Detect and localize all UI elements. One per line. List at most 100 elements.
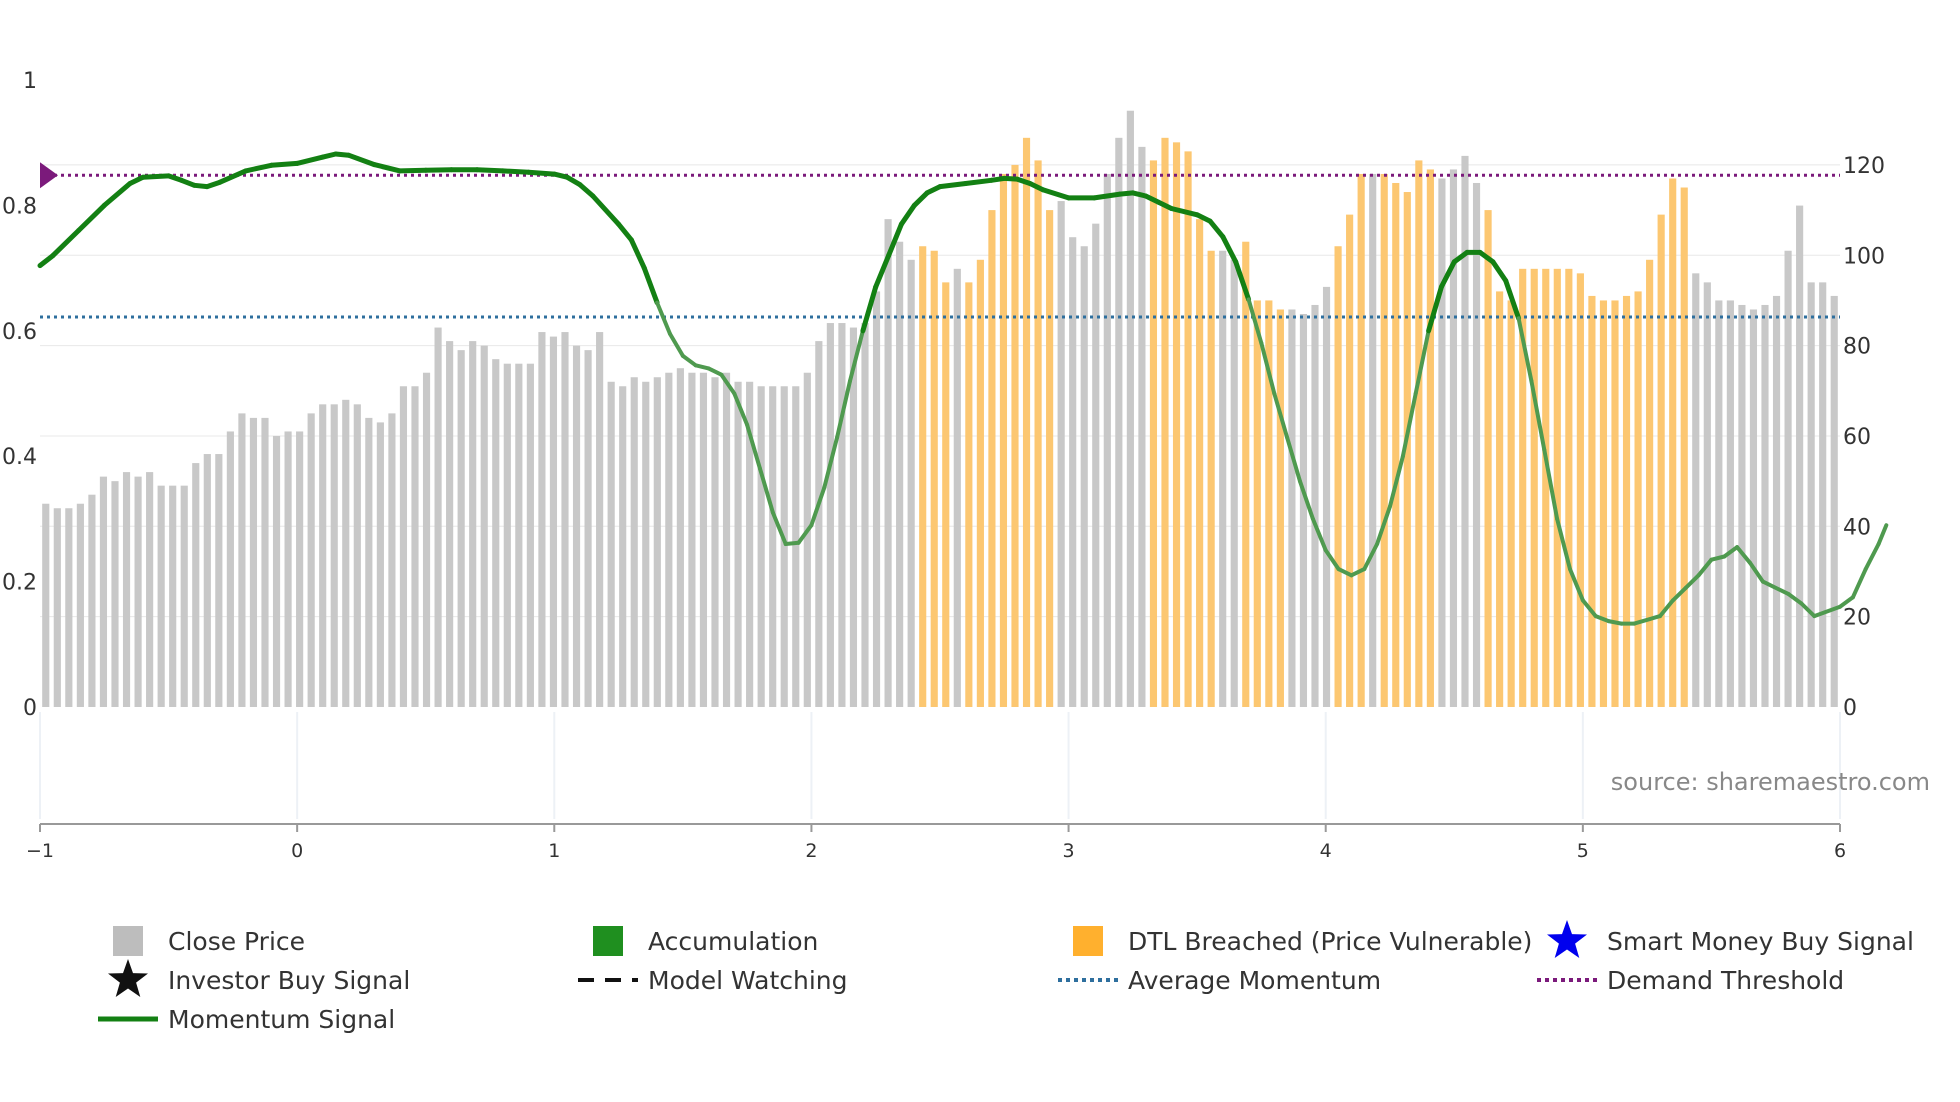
price-bar (1299, 314, 1308, 707)
legend-label: Close Price (168, 927, 305, 956)
price-bar (1692, 273, 1700, 707)
price-bar (1830, 295, 1838, 707)
momentum-segment (1709, 554, 1727, 562)
right-tick-label: 100 (1843, 244, 1885, 269)
reference-lines (40, 162, 1840, 319)
price-bar (526, 363, 534, 707)
dtl-breached-bar (1565, 268, 1573, 707)
dtl-breached-bar (1542, 268, 1550, 707)
momentum-segment (1542, 447, 1560, 521)
momentum-segment (1632, 614, 1662, 626)
momentum-segment (50, 228, 82, 259)
price-bar (111, 481, 119, 707)
momentum-segment (1091, 191, 1123, 201)
price-bar (169, 485, 177, 707)
momentum-segment (1850, 567, 1868, 600)
left-tick-label: 0 (23, 696, 37, 721)
momentum-segment (1529, 379, 1547, 452)
legend-item: Smart Money Buy Signal (1547, 920, 1914, 958)
dtl-breached-bar (999, 173, 1008, 707)
momentum-segment (1438, 259, 1457, 290)
dtl-breached-bar (919, 246, 927, 708)
momentum-segment (500, 168, 532, 175)
momentum-segment (217, 168, 249, 185)
price-bar (1784, 250, 1792, 707)
dtl-breached-bar (1022, 137, 1031, 707)
momentum-layer (37, 151, 1889, 626)
momentum-segment (1168, 206, 1200, 218)
dtl-breached-bar (1519, 268, 1527, 707)
dtl-breached-bar (1034, 160, 1042, 707)
price-bar (388, 413, 396, 707)
dtl-breached-bar (965, 282, 973, 707)
price-bar (1126, 110, 1134, 708)
dtl-breached-bar (1588, 295, 1596, 707)
price-bar (330, 404, 338, 707)
price-bar (1219, 250, 1227, 707)
momentum-segment (294, 154, 326, 166)
price-bar (1772, 295, 1781, 707)
price-bar (88, 494, 96, 707)
price-bar (422, 372, 431, 707)
momentum-segment (1233, 259, 1252, 302)
price-bar (469, 341, 477, 707)
dtl-breached-bar (1484, 210, 1492, 707)
dtl-breached-bar (942, 282, 950, 707)
momentum-segment (655, 300, 672, 336)
momentum-segment (1748, 560, 1765, 584)
threshold-marker (40, 162, 58, 189)
dtl-breached-bar (1172, 142, 1181, 708)
price-bar (503, 363, 511, 707)
price-bar (1738, 304, 1746, 707)
x-tick-label: 5 (1577, 840, 1589, 862)
legend-item: Momentum Signal (98, 1005, 395, 1034)
legend-label: Smart Money Buy Signal (1607, 927, 1914, 956)
momentum-segment (243, 162, 274, 174)
momentum-segment (423, 167, 454, 173)
momentum-segment (1593, 614, 1611, 624)
price-bar (653, 377, 661, 707)
price-bar (42, 503, 50, 707)
dtl-breached-bar (1530, 268, 1538, 707)
price-bar (596, 332, 604, 707)
momentum-segment (37, 253, 56, 269)
dtl-breached-bar (1357, 173, 1365, 707)
price-bar (619, 386, 627, 707)
momentum-segment (76, 202, 107, 233)
momentum-segment (1503, 278, 1522, 321)
price-bar (307, 413, 315, 707)
dtl-breached-bar (1669, 178, 1677, 708)
price-bar (1726, 300, 1734, 707)
price-bar (803, 372, 811, 707)
momentum-segment (397, 167, 429, 174)
dtl-breached-bar (1253, 300, 1261, 707)
momentum-segment (1349, 567, 1367, 578)
momentum-segment (474, 167, 506, 174)
price-bar (203, 454, 211, 707)
dtl-breached-bar (988, 210, 996, 707)
momentum-segment (371, 162, 403, 174)
price-bar (769, 386, 777, 707)
momentum-segment (719, 372, 737, 396)
price-bar (572, 345, 581, 707)
price-bar (480, 345, 488, 707)
accumulation-swatch (593, 926, 623, 956)
dtl-breached-bar (930, 250, 938, 707)
price-bar (665, 372, 673, 707)
x-tick-label: 3 (1063, 840, 1075, 862)
right-tick-label: 40 (1843, 515, 1871, 540)
x-tick-label: 1 (548, 840, 560, 862)
price-bar (792, 386, 800, 707)
dtl-breached-bar (1403, 192, 1411, 707)
dtl-breached-bar (1657, 214, 1665, 707)
momentum-segment (1413, 328, 1431, 396)
momentum-segment (1658, 598, 1675, 619)
legend-label: Average Momentum (1128, 966, 1381, 995)
momentum-segment (1451, 249, 1470, 265)
momentum-segment (886, 221, 904, 259)
price-bar (399, 386, 408, 707)
price-bar (249, 417, 258, 707)
price-bar (746, 381, 754, 707)
momentum-segment (809, 485, 827, 528)
momentum-segment (1362, 542, 1380, 572)
